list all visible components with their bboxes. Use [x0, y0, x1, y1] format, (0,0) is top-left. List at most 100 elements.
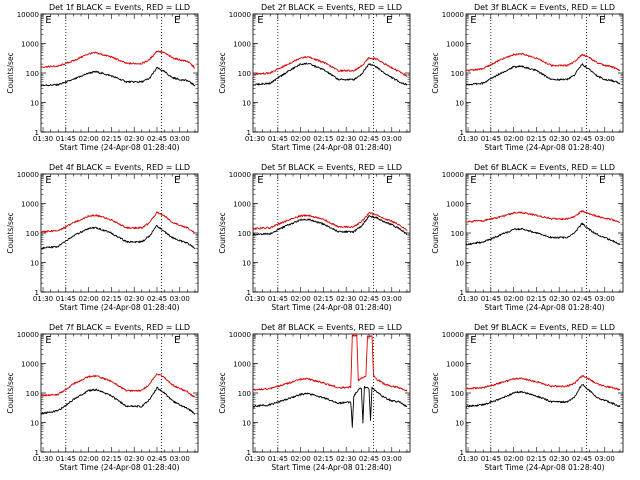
- x-axis-label: Start Time (24-Apr-08 01:28:40): [484, 463, 604, 472]
- y-tick-label: 10000: [229, 11, 251, 19]
- y-axis-label: Counts/sec: [6, 52, 15, 93]
- y-tick-label: 100: [451, 230, 464, 238]
- x-tick-label: 03:00: [382, 135, 402, 143]
- x-tick-label: 02:30: [124, 455, 144, 463]
- x-axis-label: Start Time (24-Apr-08 01:28:40): [271, 303, 391, 312]
- plot-frame: [252, 13, 411, 133]
- y-tick-label: 1000: [446, 361, 464, 369]
- x-tick-label: 02:45: [147, 295, 167, 303]
- x-tick-label: 02:45: [359, 455, 379, 463]
- x-tick-label: 02:15: [101, 455, 121, 463]
- x-tick-label: 01:30: [245, 295, 265, 303]
- plot-frame: [465, 333, 624, 453]
- y-tick-label: 1: [35, 129, 39, 137]
- y-tick-label: 1: [35, 449, 39, 457]
- x-tick-label: 02:30: [549, 295, 569, 303]
- panel-marker: E: [386, 175, 392, 186]
- y-tick-label: 100: [238, 230, 251, 238]
- x-tick-label: 02:00: [79, 295, 99, 303]
- y-axis-label: Counts/sec: [431, 372, 440, 413]
- panel-title: Det 6f BLACK = Events, RED = LLD: [474, 163, 615, 172]
- y-tick-label: 1000: [21, 41, 39, 49]
- panel-marker: E: [257, 175, 263, 186]
- x-tick-label: 01:30: [245, 455, 265, 463]
- x-tick-label: 03:00: [595, 455, 615, 463]
- x-tick-label: 02:30: [336, 135, 356, 143]
- events-series-line: [252, 215, 408, 236]
- y-tick-label: 10: [30, 420, 39, 428]
- lld-series-line: [40, 373, 196, 398]
- y-tick-label: 1000: [21, 361, 39, 369]
- events-series-line: [40, 224, 196, 250]
- y-tick-label: 10: [242, 260, 251, 268]
- y-axis-label: Counts/sec: [431, 212, 440, 253]
- lld-series-line: [253, 334, 408, 392]
- panel-title: Det 2f BLACK = Events, RED = LLD: [261, 3, 402, 12]
- panel-marker: E: [45, 335, 51, 346]
- panel-det-3: Det 3f BLACK = Events, RED = LLD 1 10 100 10…: [431, 3, 624, 152]
- panel-det-4: Det 4f BLACK = Events, RED = LLD 1 10 100 10…: [6, 163, 199, 312]
- y-tick-label: 10000: [442, 11, 464, 19]
- y-tick-label: 1000: [233, 41, 251, 49]
- plot-frame: [252, 333, 411, 453]
- panel-title: Det 8f BLACK = Events, RED = LLD: [261, 323, 402, 332]
- plot-frame: [465, 173, 624, 293]
- y-tick-label: 1: [35, 289, 39, 297]
- y-axis-label: Counts/sec: [6, 212, 15, 253]
- x-tick-label: 03:00: [595, 135, 615, 143]
- events-series-line: [40, 66, 196, 87]
- x-tick-label: 02:30: [336, 455, 356, 463]
- x-axis-label: Start Time (24-Apr-08 01:28:40): [59, 143, 179, 152]
- x-tick-label: 02:45: [359, 295, 379, 303]
- panel-marker: E: [386, 15, 392, 26]
- x-tick-label: 03:00: [170, 135, 190, 143]
- x-tick-label: 02:15: [101, 295, 121, 303]
- y-tick-label: 100: [26, 230, 39, 238]
- x-tick-label: 02:00: [291, 455, 311, 463]
- y-axis-label: Counts/sec: [431, 52, 440, 93]
- panel-marker: E: [599, 175, 605, 186]
- y-tick-label: 10000: [442, 171, 464, 179]
- x-tick-label: 03:00: [595, 295, 615, 303]
- panel-title: Det 1f BLACK = Events, RED = LLD: [49, 3, 190, 12]
- x-tick-label: 02:00: [79, 455, 99, 463]
- y-axis-label: Counts/sec: [6, 372, 15, 413]
- x-tick-label: 02:15: [313, 295, 333, 303]
- panel-title: Det 3f BLACK = Events, RED = LLD: [474, 3, 615, 12]
- y-tick-label: 1: [247, 449, 251, 457]
- x-tick-label: 01:45: [268, 295, 288, 303]
- x-axis-label: Start Time (24-Apr-08 01:28:40): [484, 143, 604, 152]
- x-tick-label: 01:45: [481, 135, 501, 143]
- x-tick-label: 02:00: [504, 135, 524, 143]
- panel-det-9: Det 9f BLACK = Events, RED = LLD 1 10 100 10…: [431, 323, 624, 472]
- x-tick-label: 02:30: [124, 135, 144, 143]
- x-tick-label: 01:45: [56, 295, 76, 303]
- y-tick-label: 100: [451, 70, 464, 78]
- y-tick-label: 10000: [229, 331, 251, 339]
- panel-marker: E: [45, 175, 51, 186]
- y-tick-label: 1000: [446, 201, 464, 209]
- y-tick-label: 10000: [229, 171, 251, 179]
- panel-marker: E: [470, 175, 476, 186]
- x-axis-label: Start Time (24-Apr-08 01:28:40): [59, 303, 179, 312]
- y-tick-label: 10000: [17, 331, 39, 339]
- plot-frame: [40, 13, 199, 133]
- x-tick-label: 02:00: [291, 295, 311, 303]
- plot-frame: [40, 173, 199, 293]
- events-series-line: [465, 384, 621, 408]
- panel-det-6: Det 6f BLACK = Events, RED = LLD 1 10 100 10…: [431, 163, 624, 312]
- y-tick-label: 10: [30, 100, 39, 108]
- x-tick-label: 02:45: [147, 135, 167, 143]
- panel-marker: E: [470, 15, 476, 26]
- x-tick-label: 02:45: [572, 295, 592, 303]
- x-tick-label: 02:15: [101, 135, 121, 143]
- panel-marker: E: [257, 15, 263, 26]
- events-series-line: [40, 386, 196, 415]
- x-tick-label: 02:15: [526, 135, 546, 143]
- panel-det-2: Det 2f BLACK = Events, RED = LLD 1 10 100 10…: [218, 3, 411, 152]
- panel-det-8: Det 8f BLACK = Events, RED = LLD 1 10 100 10…: [218, 323, 411, 472]
- events-series-line: [465, 222, 621, 246]
- y-tick-label: 100: [26, 390, 39, 398]
- x-tick-label: 01:30: [458, 295, 478, 303]
